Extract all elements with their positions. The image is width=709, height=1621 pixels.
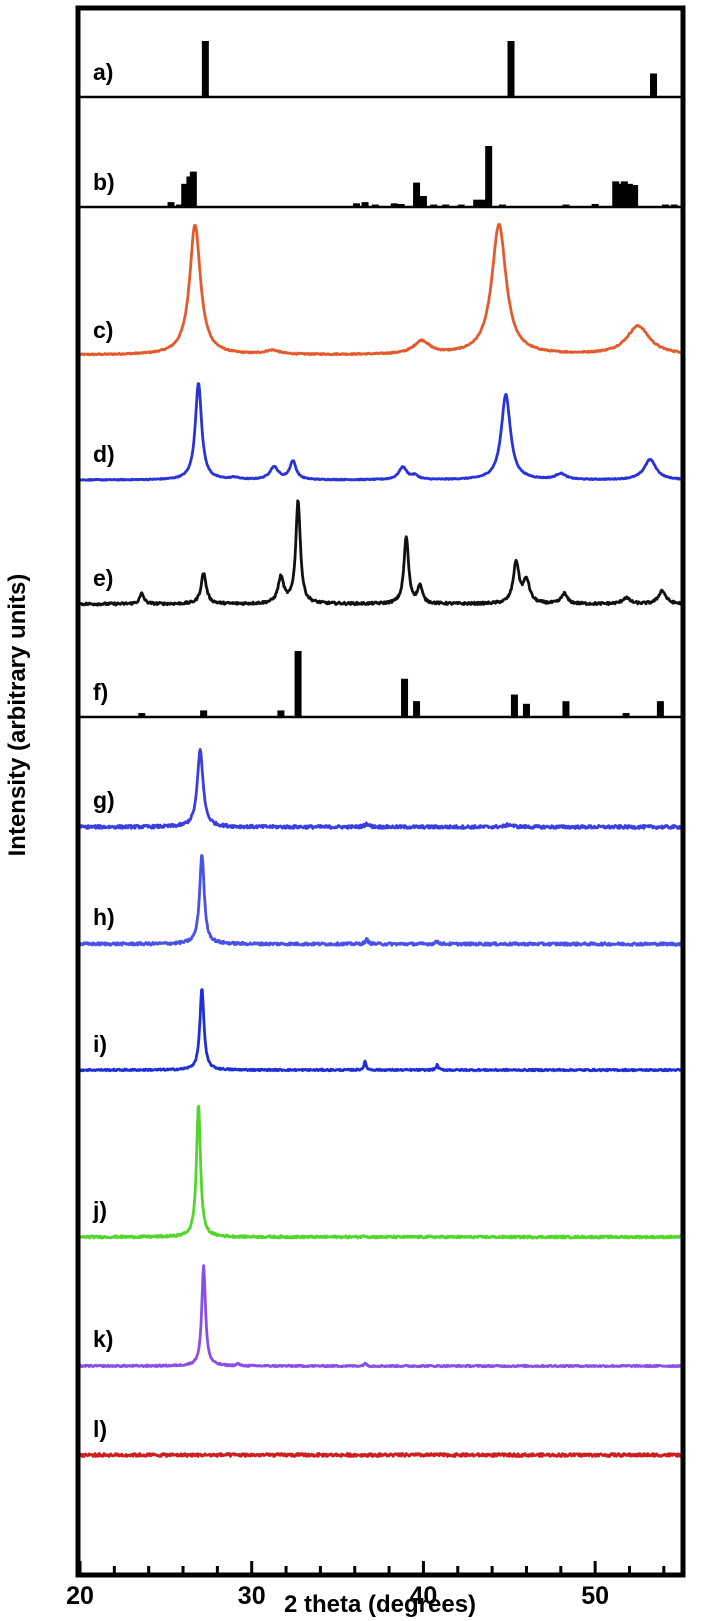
reference-stick [622, 713, 630, 717]
reference-stick [397, 203, 405, 207]
reference-stick [662, 204, 670, 207]
panel-k: k) [79, 1264, 682, 1369]
reference-stick [176, 204, 184, 207]
panel-label: c) [93, 317, 113, 343]
x-axis: 20 30 40 50 [66, 1561, 666, 1610]
panel-a: a) [78, 41, 683, 99]
panel-l: l) [78, 1416, 683, 1458]
plot-frame [75, 5, 686, 1578]
panel-i: i) [79, 988, 682, 1073]
panel-label: i) [93, 1031, 107, 1057]
pattern-line [79, 222, 682, 357]
reference-stick [473, 199, 481, 207]
panel-label: l) [93, 1416, 107, 1442]
reference-stick [430, 204, 438, 207]
reference-stick [361, 202, 369, 207]
reference-stick [612, 181, 620, 207]
reference-stick [480, 199, 488, 207]
reference-stick [442, 204, 450, 207]
x-tick-label: 50 [581, 1582, 609, 1610]
reference-stick [631, 185, 639, 207]
reference-stick [413, 182, 421, 207]
panel-label: h) [93, 904, 115, 930]
reference-stick [670, 204, 678, 207]
reference-stick [522, 703, 530, 717]
reference-stick [650, 73, 658, 97]
pattern-line [79, 1264, 682, 1369]
plot-panels: a) b) c) d) e) f) g) h) i) j) k) l) [78, 41, 683, 1458]
panel-label: f) [93, 679, 108, 705]
panel-e: e) [79, 499, 683, 607]
reference-stick [562, 701, 570, 717]
panel-j: j) [79, 1104, 683, 1240]
pattern-line [79, 1104, 683, 1240]
reference-stick [507, 41, 515, 97]
panel-label: k) [93, 1326, 113, 1352]
panel-f: f) [78, 651, 683, 719]
panel-label: b) [93, 169, 115, 195]
reference-stick [189, 171, 197, 207]
pattern-line [78, 854, 682, 947]
pattern-line [79, 382, 682, 482]
reference-stick [510, 694, 518, 717]
reference-stick [457, 204, 465, 207]
pattern-line [78, 1452, 683, 1458]
panel-b: b) [78, 146, 683, 209]
panel-label: g) [93, 787, 115, 813]
reference-stick [591, 203, 599, 207]
panel-label: d) [93, 441, 115, 467]
panel-d: d) [79, 382, 682, 482]
reference-stick [413, 701, 421, 717]
x-axis-title: 2 theta (degrees) [284, 1591, 476, 1618]
reference-stick [294, 651, 302, 717]
reference-stick [498, 204, 506, 207]
panel-label: e) [93, 565, 113, 591]
x-tick-label: 40 [410, 1582, 438, 1610]
reference-stick [277, 710, 285, 717]
panel-h: h) [78, 854, 682, 947]
reference-stick [200, 710, 208, 717]
reference-stick [656, 701, 664, 717]
panel-label: a) [93, 59, 113, 85]
panel-label: j) [92, 1197, 107, 1223]
reference-stick [390, 203, 398, 207]
reference-stick [401, 678, 409, 717]
reference-stick [485, 146, 493, 207]
pattern-line [79, 499, 683, 607]
x-tick-label: 20 [66, 1582, 94, 1610]
panel-c: c) [79, 222, 682, 357]
pattern-line [79, 988, 682, 1073]
panel-g: g) [78, 748, 682, 830]
reference-stick [138, 713, 146, 717]
y-axis-title: Intensity (arbitrary units) [4, 574, 31, 857]
reference-stick [371, 204, 379, 207]
x-tick-label: 30 [238, 1582, 266, 1610]
reference-stick [625, 183, 633, 207]
reference-stick [167, 202, 175, 207]
reference-stick [419, 196, 427, 207]
reference-stick [201, 41, 209, 97]
reference-stick [562, 204, 570, 207]
reference-stick [352, 203, 360, 207]
reference-stick [620, 181, 628, 207]
reference-stick [181, 183, 189, 207]
pattern-line [78, 748, 682, 830]
